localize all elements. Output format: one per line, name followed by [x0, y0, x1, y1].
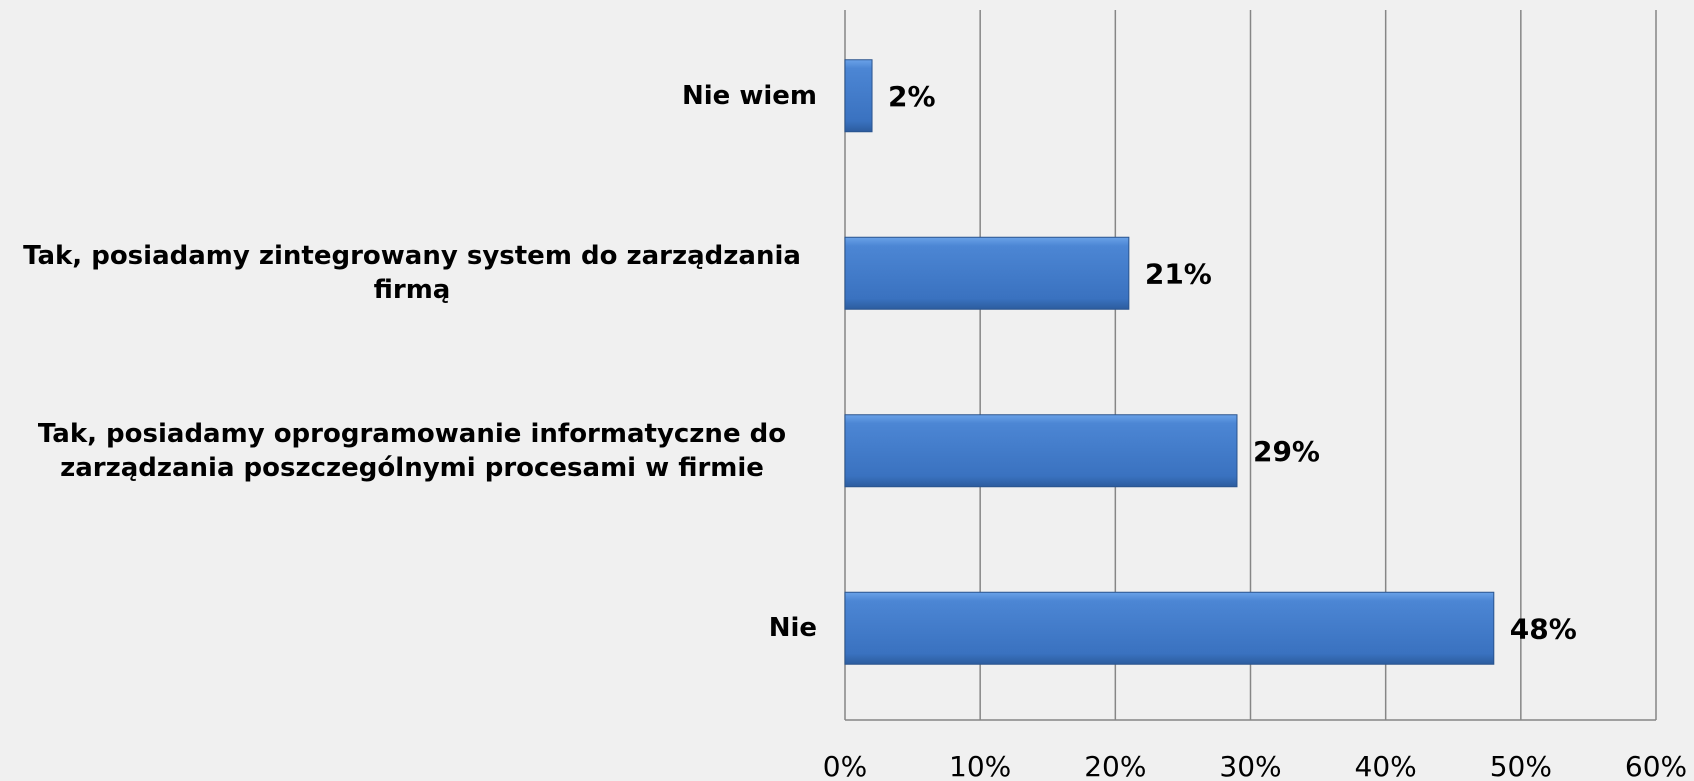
x-tick-label: 30% [1219, 750, 1281, 781]
value-label: 48% [1510, 612, 1577, 645]
value-label: 2% [888, 80, 936, 113]
bar [844, 59, 873, 133]
bar [844, 591, 1495, 665]
value-label: 21% [1145, 257, 1212, 290]
category-label: Nie [768, 613, 817, 644]
category-label: Nie wiem [681, 80, 817, 111]
x-tick-label: 0% [823, 750, 867, 781]
bar [844, 414, 1238, 488]
x-tick-label: 60% [1625, 750, 1687, 781]
x-tick-label: 10% [949, 750, 1011, 781]
x-tick-label: 50% [1490, 750, 1552, 781]
bar [844, 236, 1130, 310]
x-tick-label: 20% [1084, 750, 1146, 781]
category-label: Tak, posiadamy zintegrowany system do za… [23, 241, 801, 306]
x-tick-label: 40% [1355, 750, 1417, 781]
value-label: 29% [1253, 435, 1320, 468]
category-label: Tak, posiadamy oprogramowanie informatyc… [37, 418, 787, 483]
